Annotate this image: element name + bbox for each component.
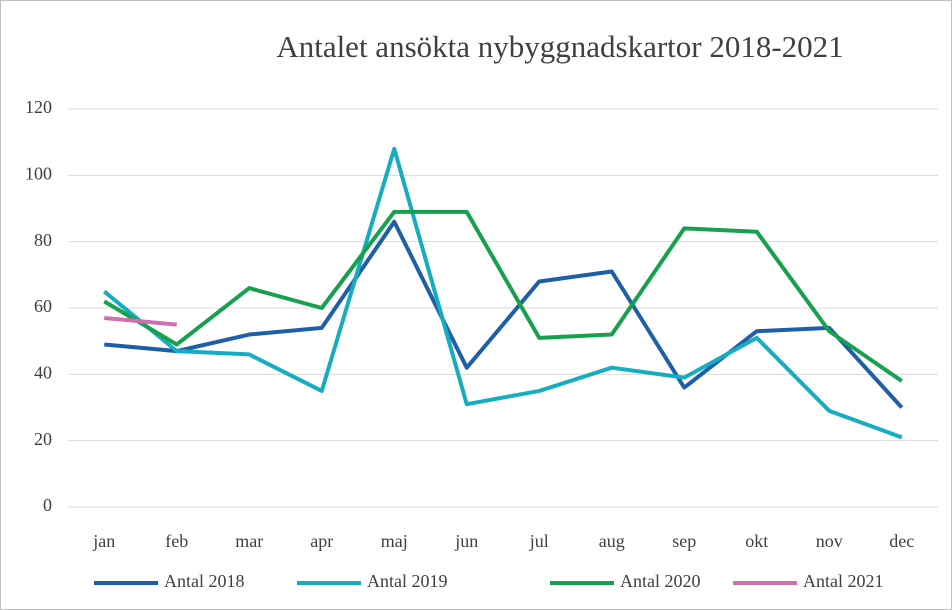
x-tick-label: okt <box>745 531 768 551</box>
x-tick-label: apr <box>310 531 333 551</box>
x-tick-label: nov <box>816 531 843 551</box>
y-tick-label: 100 <box>25 163 52 183</box>
legend-label: Antal 2020 <box>620 571 701 591</box>
x-tick-label: maj <box>381 531 408 551</box>
y-tick-label: 80 <box>34 230 52 250</box>
x-tick-label: feb <box>165 531 188 551</box>
series-line <box>103 209 903 383</box>
legend-label: Antal 2018 <box>164 571 245 591</box>
x-tick-label: jul <box>529 531 549 551</box>
x-tick-label: jan <box>92 531 115 551</box>
legend-label: Antal 2021 <box>803 571 884 591</box>
series-line <box>104 315 177 327</box>
series-line <box>102 146 903 440</box>
x-tick-label: dec <box>889 531 914 551</box>
legend-label: Antal 2019 <box>367 571 448 591</box>
x-tick-label: sep <box>672 531 696 551</box>
x-tick-label: aug <box>599 531 625 551</box>
y-tick-label: 120 <box>25 97 52 117</box>
x-tick-label: jun <box>454 531 478 551</box>
y-tick-label: 20 <box>34 429 52 449</box>
y-tick-label: 60 <box>34 296 52 316</box>
y-tick-label: 0 <box>43 495 52 515</box>
y-tick-label: 40 <box>34 362 52 382</box>
series-line <box>104 219 904 409</box>
x-tick-label: mar <box>235 531 263 551</box>
chart-title: Antalet ansökta nybyggnadskartor 2018-20… <box>276 29 843 64</box>
